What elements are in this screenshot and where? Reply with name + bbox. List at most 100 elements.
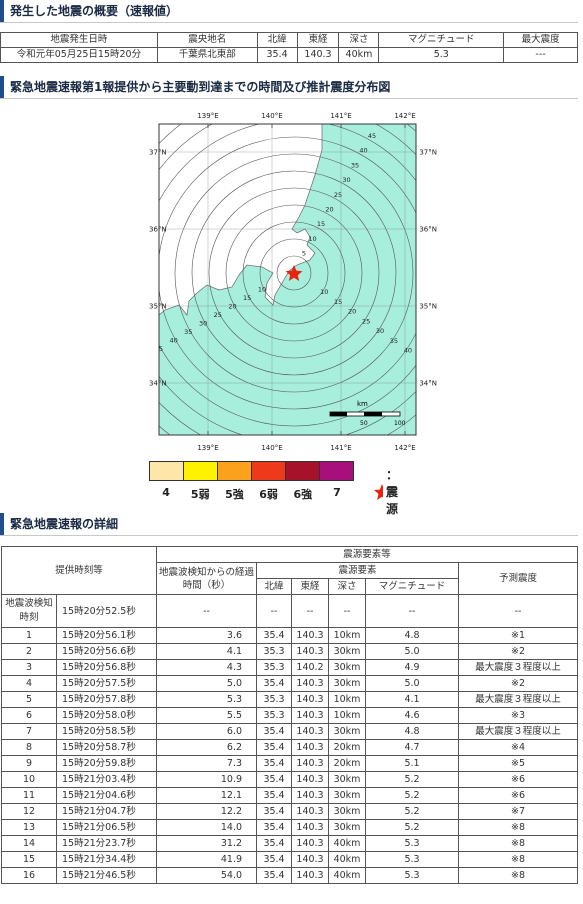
section-heading-map: 緊急地震速報第1報提供から主要動到達までの時間及び推計震度分布図 bbox=[0, 76, 578, 99]
magnitude: 5.3 bbox=[365, 835, 460, 852]
contour-label: 35 bbox=[351, 161, 359, 169]
epicenter-legend-label: ：震源 bbox=[386, 468, 399, 516]
section-heading-summary: 発生した地震の概要（速報値） bbox=[0, 0, 578, 23]
time-contour bbox=[259, 238, 329, 308]
elapsed-seconds: 12.2 bbox=[156, 803, 258, 820]
latitude-tick-label: 36°N bbox=[149, 226, 167, 234]
contour-label: 25 bbox=[214, 311, 222, 319]
report-time: 15時20分59.8秒 bbox=[55, 755, 158, 772]
elapsed-seconds: 4.3 bbox=[156, 659, 258, 676]
contour-label: 15 bbox=[243, 294, 251, 302]
depth: 30km bbox=[328, 675, 367, 692]
magnitude: 5.2 bbox=[365, 787, 460, 804]
time-contour bbox=[191, 170, 397, 376]
table-row: 3 15時20分56.8秒 4.3 35.3 140.2 30km 4.9 最大震度３程度以上 bbox=[1, 659, 579, 676]
contour-label: 20 bbox=[325, 206, 333, 214]
latitude-tick-label: 34°N bbox=[419, 380, 437, 388]
table-row: 1 15時20分56.1秒 3.6 35.4 140.3 10km 4.8 ※1 bbox=[1, 627, 579, 644]
magnitude: 5.2 bbox=[365, 819, 460, 836]
elapsed-seconds: 5.5 bbox=[156, 707, 258, 724]
elapsed-seconds: 3.6 bbox=[156, 627, 258, 644]
report-number: 9 bbox=[1, 755, 57, 772]
longitude: 140.3 bbox=[291, 627, 330, 644]
elapsed-seconds: 4.1 bbox=[156, 643, 258, 660]
report-time: 15時21分04.7秒 bbox=[55, 803, 158, 820]
magnitude: 5.3 bbox=[365, 867, 460, 884]
time-contour bbox=[242, 221, 346, 325]
contour-label: 35 bbox=[184, 328, 192, 336]
contour-label: 40 bbox=[169, 337, 177, 345]
scale-tick-label: 100 bbox=[394, 420, 406, 427]
latitude: 35.4 bbox=[256, 739, 293, 756]
contour-label: 5 bbox=[302, 250, 306, 258]
depth: 10km bbox=[328, 627, 367, 644]
latitude-tick-label: 37°N bbox=[149, 149, 167, 157]
latitude: 35.4 bbox=[256, 803, 293, 820]
report-number: 12 bbox=[1, 803, 57, 820]
legend-label: 5弱 bbox=[190, 488, 210, 501]
scale-tick-label: 50 bbox=[360, 420, 368, 427]
longitude-tick-label: 141°E bbox=[330, 444, 351, 452]
epicenter-star-icon bbox=[285, 265, 303, 281]
forecast-intensity: ※2 bbox=[458, 675, 579, 692]
report-time: 15時20分57.5秒 bbox=[55, 675, 158, 692]
summary-header-row: 地震発生日時 震央地名 北緯 東経 深さ マグニチュード 最大震度 bbox=[0, 32, 578, 48]
intensity-color-scale bbox=[149, 461, 354, 481]
elapsed-seconds: 7.3 bbox=[156, 755, 258, 772]
magnitude: 4.8 bbox=[365, 627, 460, 644]
longitude: 140.3 bbox=[291, 803, 330, 820]
contour-label: 30 bbox=[199, 320, 207, 328]
report-time: 15時20分58.5秒 bbox=[55, 723, 158, 740]
magnitude: 4.1 bbox=[365, 691, 460, 708]
elapsed-seconds: 31.2 bbox=[156, 835, 258, 852]
contour-label: 20 bbox=[228, 303, 236, 311]
report-time: 15時20分56.1秒 bbox=[55, 627, 158, 644]
magnitude: 4.8 bbox=[365, 723, 460, 740]
elapsed-seconds: 5.3 bbox=[156, 691, 258, 708]
latitude-tick-label: 37°N bbox=[419, 149, 437, 157]
summary-data-row: 令和元年05月25日15時20分 千葉県北東部 35.4 140.3 40km … bbox=[0, 47, 578, 63]
header-provision: 提供時刻等 bbox=[0, 546, 158, 595]
elapsed-seconds: 14.0 bbox=[156, 819, 258, 836]
report-time: 15時20分58.0秒 bbox=[55, 707, 158, 724]
time-contour bbox=[225, 204, 363, 342]
longitude: 140.3 bbox=[291, 787, 330, 804]
legend-swatch bbox=[217, 462, 251, 480]
summary-header-cell: 東経 bbox=[296, 32, 340, 48]
contour-label: 25 bbox=[362, 318, 370, 326]
summary-header-cell: 震央地名 bbox=[156, 32, 258, 48]
time-contour bbox=[174, 153, 414, 393]
forecast-intensity: ※3 bbox=[458, 707, 579, 724]
time-contour bbox=[208, 187, 380, 359]
contour-label: 45 bbox=[418, 357, 426, 365]
summary-cell: 40km bbox=[338, 47, 380, 63]
map-scale-bar: km 50 100 bbox=[329, 400, 406, 427]
report-time: 15時21分03.4秒 bbox=[55, 771, 158, 788]
table-row: 6 15時20分58.0秒 5.5 35.3 140.3 10km 4.6 ※3 bbox=[1, 707, 579, 724]
magnitude: 5.0 bbox=[365, 675, 460, 692]
latitude: 35.4 bbox=[256, 771, 293, 788]
elapsed-seconds: 54.0 bbox=[156, 867, 258, 884]
table-row: 16 15時21分46.5秒 54.0 35.4 140.3 40km 5.3 ※8 bbox=[1, 867, 579, 884]
summary-cell: 140.3 bbox=[296, 47, 340, 63]
report-time: 15時21分46.5秒 bbox=[55, 867, 158, 884]
report-number: 1 bbox=[1, 627, 57, 644]
longitude: 140.3 bbox=[291, 643, 330, 660]
longitude: 140.3 bbox=[291, 819, 330, 836]
detect-cell: -- bbox=[458, 594, 579, 628]
longitude-tick-label: 141°E bbox=[330, 112, 351, 120]
forecast-intensity: ※8 bbox=[458, 851, 579, 868]
depth: 30km bbox=[328, 723, 367, 740]
scale-unit: km bbox=[357, 400, 368, 408]
report-number: 5 bbox=[1, 691, 57, 708]
report-time: 15時21分34.4秒 bbox=[55, 851, 158, 868]
report-number: 16 bbox=[1, 867, 57, 884]
forecast-intensity: ※4 bbox=[458, 739, 579, 756]
depth: 30km bbox=[328, 771, 367, 788]
contour-label: 40 bbox=[359, 147, 367, 155]
forecast-intensity: 最大震度３程度以上 bbox=[458, 659, 579, 676]
legend-swatch bbox=[150, 462, 183, 480]
table-row: 4 15時20分57.5秒 5.0 35.4 140.3 30km 5.0 ※2 bbox=[1, 675, 579, 692]
contour-label: 20 bbox=[348, 308, 356, 316]
latitude: 35.4 bbox=[256, 675, 293, 692]
